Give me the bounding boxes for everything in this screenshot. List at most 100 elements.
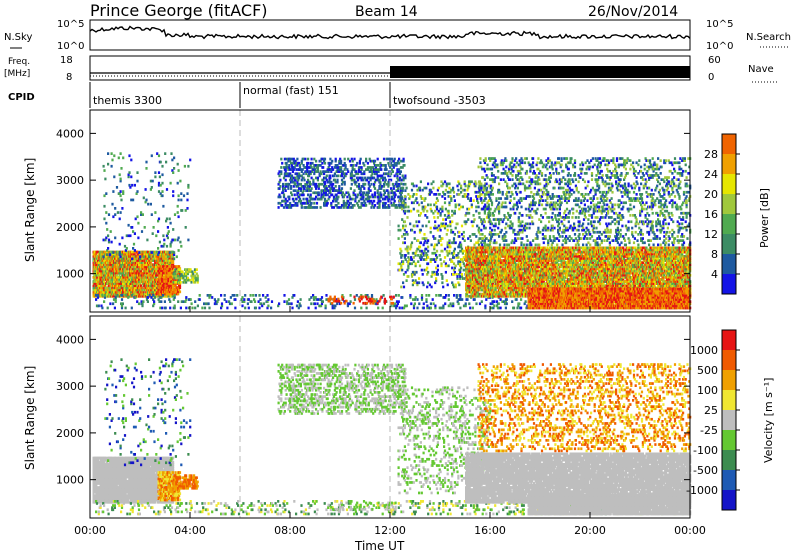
- heatmap-cell: [107, 152, 110, 155]
- heatmap-cell: [440, 243, 443, 247]
- heatmap-cell: [366, 161, 369, 165]
- heatmap-cell: [303, 187, 306, 190]
- heatmap-cell: [118, 242, 121, 246]
- heatmap-cell: [254, 294, 257, 297]
- heatmap-cell: [157, 190, 161, 193]
- heatmap-cell: [298, 182, 301, 186]
- heatmap-cell: [127, 234, 130, 238]
- heatmap-cell: [322, 166, 325, 169]
- heatmap-cell: [266, 306, 269, 310]
- heatmap-cell: [444, 302, 447, 306]
- heatmap-cell: [418, 245, 422, 249]
- heatmap-cell: [187, 270, 190, 274]
- heatmap-cell: [341, 180, 344, 184]
- heatmap-cell: [471, 306, 474, 310]
- heatmap-cell: [328, 178, 331, 182]
- heatmap-cell: [351, 168, 354, 171]
- heatmap-cell: [324, 185, 327, 188]
- heatmap-cell: [281, 204, 284, 207]
- heatmap-cell: [282, 189, 285, 192]
- heatmap-cell: [166, 232, 169, 235]
- heatmap-cell: [177, 236, 180, 240]
- heatmap-cell: [357, 204, 360, 207]
- heatmap-cell: [323, 170, 326, 173]
- heatmap-cell: [293, 294, 296, 297]
- heatmap-cell: [306, 166, 309, 169]
- heatmap-cell: [349, 201, 352, 205]
- heatmap-cell: [178, 268, 181, 271]
- heatmap-cell: [334, 197, 337, 201]
- heatmap-cell: [373, 170, 377, 173]
- heatmap-cell: [284, 168, 287, 171]
- heatmap-cell: [292, 199, 295, 203]
- heatmap-cell: [206, 294, 209, 297]
- nave-tick-bottom: 0: [708, 72, 714, 83]
- heatmap-cell: [402, 224, 405, 228]
- heatmap-cell: [228, 302, 232, 306]
- heatmap-cell: [415, 184, 418, 188]
- heatmap-cell: [426, 266, 429, 270]
- heatmap-cell: [452, 195, 456, 198]
- heatmap-cell: [291, 306, 294, 310]
- heatmap-cell: [357, 182, 361, 186]
- heatmap-cell: [380, 193, 383, 197]
- heatmap-cell: [258, 306, 261, 310]
- heatmap-cell: [97, 304, 100, 308]
- heatmap-cell: [418, 277, 421, 280]
- freq-panel: Freq. [MHz] 18 8 60 0 Nave: [4, 55, 778, 83]
- heatmap-cell: [294, 176, 297, 180]
- heatmap-cell: [315, 195, 318, 199]
- heatmap-cell: [196, 304, 199, 308]
- heatmap-cell: [469, 239, 472, 242]
- heatmap-cell: [305, 206, 308, 209]
- heatmap-cell: [347, 170, 350, 173]
- heatmap-cell: [427, 239, 430, 242]
- heatmap-cell: [523, 302, 526, 306]
- heatmap-cell: [104, 238, 107, 242]
- heatmap-cell: [330, 201, 333, 205]
- heatmap-cell: [216, 300, 219, 303]
- heatmap-cell: [373, 199, 376, 203]
- heatmap-cell: [277, 304, 280, 308]
- heatmap-cell: [109, 302, 112, 306]
- heatmap-cell: [185, 272, 188, 276]
- heatmap-cell: [186, 207, 189, 210]
- heatmap-cell: [317, 298, 320, 301]
- heatmap-cell: [187, 186, 190, 189]
- heatmap-cell: [419, 211, 422, 215]
- heatmap-cell: [375, 300, 378, 303]
- heatmap-cell: [186, 192, 189, 195]
- heatmap-cell: [367, 187, 370, 190]
- heatmap-cell: [133, 232, 136, 235]
- heatmap-cell: [133, 267, 136, 271]
- heatmap-cell: [296, 164, 299, 167]
- heatmap-cell: [97, 273, 101, 277]
- heatmap-cell: [270, 300, 274, 303]
- heatmap-cell: [104, 265, 107, 269]
- heatmap-cell: [517, 304, 520, 308]
- heatmap-cell: [337, 191, 340, 195]
- heatmap-cell: [166, 288, 169, 292]
- heatmap-cell: [157, 298, 160, 301]
- heatmap-cell: [375, 298, 378, 301]
- heatmap-cell: [304, 157, 307, 161]
- station-title: Prince George (fitACF): [90, 1, 268, 20]
- heatmap-cell: [228, 300, 231, 303]
- heatmap-cell: [370, 168, 373, 171]
- heatmap-cell: [427, 270, 430, 274]
- heatmap-cell: [435, 256, 439, 259]
- heatmap-cell: [316, 178, 319, 182]
- heatmap-cell: [102, 255, 105, 259]
- heatmap-cell: [110, 269, 113, 273]
- heatmap-cell: [105, 211, 108, 214]
- heatmap-cell: [136, 179, 139, 183]
- heatmap-cell: [447, 209, 450, 213]
- heatmap-cell: [316, 164, 319, 167]
- heatmap-cell: [173, 251, 176, 254]
- heatmap-cell: [131, 267, 134, 271]
- heatmap-cell: [445, 233, 448, 236]
- heatmap-cell: [163, 242, 166, 246]
- heatmap-cell: [140, 230, 144, 233]
- heatmap-cell: [336, 197, 339, 201]
- heatmap-cell: [125, 247, 128, 250]
